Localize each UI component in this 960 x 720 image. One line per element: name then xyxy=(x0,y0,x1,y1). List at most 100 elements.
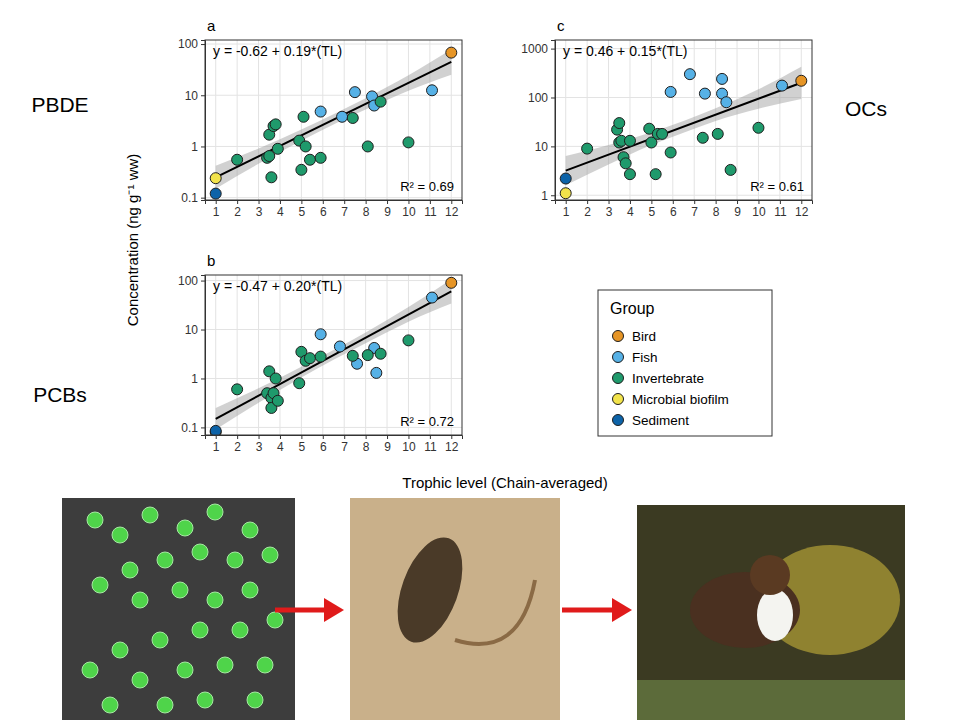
x-tick: 12 xyxy=(795,200,809,219)
point xyxy=(725,164,736,175)
point xyxy=(699,88,710,99)
y-axis-title: Concentration (ng g⁻¹ ww) xyxy=(124,154,141,327)
y-tick: 10 xyxy=(185,323,205,337)
point xyxy=(272,395,283,406)
x-tick-mark xyxy=(216,435,217,439)
y-tick-mark xyxy=(551,146,555,147)
x-tick-label: 2 xyxy=(584,205,591,219)
point xyxy=(620,158,631,169)
x-tick: 8 xyxy=(713,200,720,219)
x-tick: 1 xyxy=(563,200,570,219)
bird-breast xyxy=(757,589,793,641)
point xyxy=(650,169,661,180)
point xyxy=(347,112,358,123)
arrow-shaft xyxy=(562,608,616,613)
legend-marker xyxy=(613,352,624,363)
point xyxy=(270,119,281,130)
y-tick-label: 100 xyxy=(528,91,548,105)
x-tick-label: 4 xyxy=(277,205,284,219)
point xyxy=(614,118,625,129)
y-axis: 0.1110100 xyxy=(178,274,206,436)
x-tick: 4 xyxy=(277,200,284,219)
x-axis: 123456789101112 xyxy=(206,200,463,219)
series xyxy=(210,188,221,199)
arrow-head xyxy=(324,598,344,622)
equation: y = 0.46 + 0.15*(TL) xyxy=(563,43,688,59)
grid-line-y xyxy=(205,378,462,379)
x-tick-mark xyxy=(280,200,281,204)
point xyxy=(375,348,386,359)
x-tick-label: 6 xyxy=(320,440,327,454)
cell xyxy=(197,692,213,708)
grid-line-y xyxy=(205,329,462,330)
x-axis-line xyxy=(206,436,463,440)
x-axis-line xyxy=(556,201,813,205)
y-axis-line xyxy=(551,41,556,201)
y-axis: 0.1110100 xyxy=(178,37,206,205)
cell xyxy=(112,527,128,543)
x-tick-mark xyxy=(758,200,759,204)
y-tick: 10 xyxy=(185,89,205,103)
cell xyxy=(172,582,188,598)
plot-frame xyxy=(555,40,812,200)
x-tick-label: 9 xyxy=(734,205,741,219)
x-tick: 6 xyxy=(670,200,677,219)
y-tick-label: 0.1 xyxy=(181,191,198,205)
arrow-head xyxy=(612,598,632,622)
plot-background xyxy=(555,40,812,200)
point xyxy=(582,143,593,154)
grid-line-x xyxy=(344,275,345,435)
marks xyxy=(210,47,457,199)
point xyxy=(624,169,635,180)
grid-line-x xyxy=(758,40,759,200)
x-tick: 6 xyxy=(320,200,327,219)
y-tick-mark xyxy=(201,281,205,282)
grid-line-y xyxy=(555,195,812,196)
point xyxy=(665,86,676,97)
panel: 1234567891011121101001000cy = 0.46 + 0.1… xyxy=(521,17,812,219)
x-tick-mark xyxy=(801,200,802,204)
x-tick: 1 xyxy=(213,435,220,454)
x-tick: 9 xyxy=(734,200,741,219)
x-tick-label: 8 xyxy=(363,205,370,219)
x-tick: 8 xyxy=(363,435,370,454)
point xyxy=(362,141,373,152)
plot-frame xyxy=(205,275,462,435)
x-tick: 12 xyxy=(445,200,459,219)
cell xyxy=(157,697,173,713)
x-tick-label: 3 xyxy=(606,205,613,219)
x-tick-mark xyxy=(237,200,238,204)
point xyxy=(657,128,668,139)
grid-line-x xyxy=(779,40,780,200)
y-tick: 1 xyxy=(191,140,205,154)
legend-label: Sediment xyxy=(632,413,689,428)
x-tick-label: 12 xyxy=(795,205,809,219)
grid-line-x xyxy=(672,40,673,200)
point xyxy=(315,152,326,163)
x-tick: 4 xyxy=(627,200,634,219)
point xyxy=(334,341,345,352)
panel: 1234567891011120.1110100ay = -0.62 + 0.1… xyxy=(178,17,463,219)
point xyxy=(304,353,315,364)
point xyxy=(403,137,414,148)
photo-bird xyxy=(637,505,905,720)
series xyxy=(665,69,787,108)
grid-line-x xyxy=(279,275,280,435)
point xyxy=(232,154,243,165)
panel-letter: c xyxy=(557,17,565,34)
x-tick-label: 5 xyxy=(649,205,656,219)
y-tick: 100 xyxy=(178,274,205,288)
grid-line-x xyxy=(587,40,588,200)
x-tick: 1 xyxy=(213,200,220,219)
point xyxy=(304,154,315,165)
point xyxy=(232,384,243,395)
confidence-band xyxy=(216,49,452,188)
bird-head xyxy=(750,555,790,595)
grid-line-x xyxy=(801,40,802,200)
x-tick: 5 xyxy=(299,435,306,454)
legend-marker xyxy=(613,415,624,426)
series xyxy=(582,118,764,180)
x-tick: 12 xyxy=(445,435,459,454)
x-tick-label: 10 xyxy=(402,205,416,219)
x-tick-mark xyxy=(344,435,345,439)
